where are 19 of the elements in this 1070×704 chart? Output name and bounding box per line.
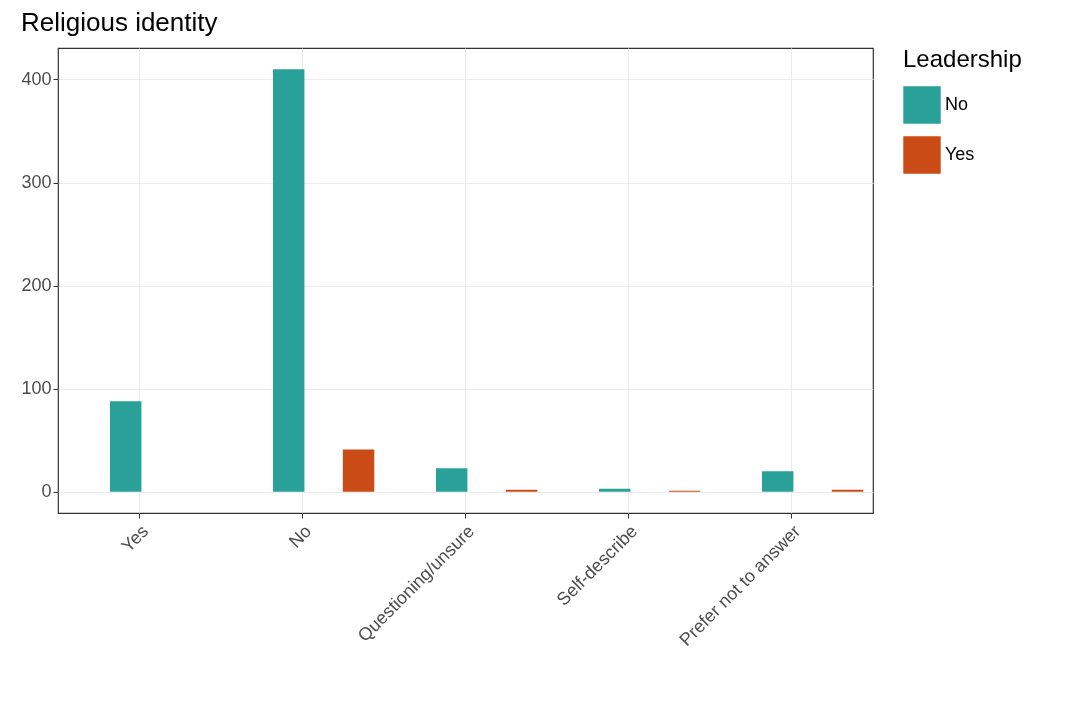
y-tick-label: 200 xyxy=(21,275,52,296)
bar xyxy=(598,488,631,492)
bar xyxy=(272,69,305,492)
legend-label: Yes xyxy=(945,144,975,164)
chart-title: Religious identity xyxy=(20,7,218,37)
bar xyxy=(831,489,864,492)
bar xyxy=(435,468,468,492)
bar xyxy=(761,471,794,492)
y-tick-label: 400 xyxy=(21,68,52,89)
legend-title: Leadership xyxy=(903,45,1022,72)
bar xyxy=(109,401,142,492)
x-tick-label: No xyxy=(284,521,316,552)
y-tick-label: 0 xyxy=(41,481,52,502)
bar xyxy=(505,489,538,492)
y-tick-label: 300 xyxy=(21,172,52,193)
y-tick-label: 100 xyxy=(21,378,52,399)
bar xyxy=(342,449,375,492)
legend-label: No xyxy=(945,94,969,114)
x-tick-label: Yes xyxy=(117,521,153,556)
